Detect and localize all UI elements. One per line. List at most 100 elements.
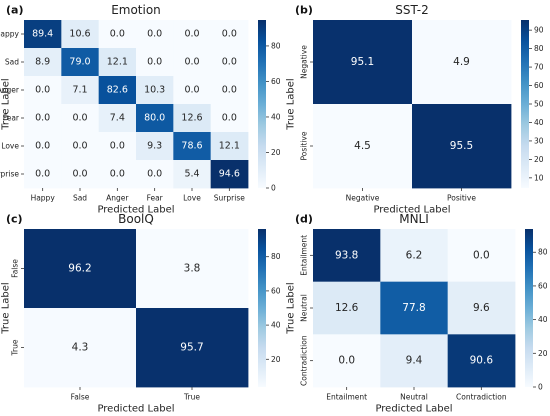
x-tick-label: Entailment [326, 393, 367, 402]
panel-1: (b) SST-2 95.1 4.9 4.5 95.5 Negative Positive Ne… [286, 3, 544, 216]
heatmap-cell [61, 76, 100, 105]
heatmap-cell [412, 104, 512, 189]
panel-0: (a) Emotion 89.4 10.6 0.0 0.0 0.0 0.0 8.9 79.0 12.… [0, 3, 281, 216]
cell-value-label: 0.0 [35, 169, 50, 180]
panel-label: (d) [295, 213, 313, 226]
x-tick-label: Contradiction [456, 393, 507, 402]
panel-title: MNLI [399, 212, 429, 226]
panel-title: SST-2 [395, 3, 428, 17]
y-tick-label: Happy [0, 30, 20, 39]
heatmap-cell [98, 76, 137, 105]
heatmap-cell [380, 281, 449, 335]
cell-value-label: 95.5 [450, 140, 473, 152]
x-tick-label: Love [183, 194, 201, 203]
x-axis-label: Predicted Label [97, 205, 174, 216]
cell-value-label: 0.0 [147, 57, 162, 68]
x-tick-label: Fear [147, 194, 164, 203]
heatmap-cell [136, 132, 174, 161]
colorbar-tick-label: 80 [534, 44, 544, 53]
heatmap-cell [136, 308, 249, 388]
heatmap-cell [447, 281, 516, 335]
x-tick-label: Surprise [214, 194, 245, 203]
cell-value-label: 0.0 [72, 141, 87, 152]
cell-value-label: 79.0 [69, 57, 90, 68]
y-tick-label: Surprise [0, 170, 19, 179]
cell-value-label: 7.1 [72, 85, 87, 96]
cell-value-label: 0.0 [72, 113, 87, 124]
cell-value-label: 95.1 [351, 56, 374, 68]
heatmap-cell [380, 334, 449, 388]
x-tick-label: Positive [447, 194, 476, 203]
colorbar-tick-label: 40 [534, 118, 544, 127]
x-tick-label: True [183, 393, 200, 402]
y-tick-label: True [11, 339, 20, 356]
x-axis-label: Predicted Label [97, 404, 174, 415]
x-tick-label: Negative [346, 194, 380, 203]
colorbar-tick-label: 60 [271, 77, 281, 86]
heatmap-cell [136, 76, 174, 105]
heatmap-cell [173, 104, 212, 133]
y-tick-label: Contradiction [300, 335, 309, 386]
colorbar-tick-label: 10 [534, 173, 544, 182]
cell-value-label: 12.6 [181, 113, 202, 124]
panel-title: Emotion [111, 3, 161, 17]
cell-value-label: 7.4 [110, 113, 125, 124]
x-tick-label: Happy [31, 194, 56, 203]
cell-value-label: 80.0 [144, 113, 165, 124]
colorbar-tick-label: 60 [271, 286, 281, 295]
y-tick-label: Anger [0, 86, 20, 95]
y-tick-label: Neutral [300, 294, 309, 322]
cell-value-label: 9.4 [406, 355, 423, 367]
heatmap-cell [210, 76, 249, 105]
heatmap-cell [136, 48, 174, 77]
colorbar-tick-label: 20 [534, 155, 544, 164]
heatmap-cell [313, 229, 381, 283]
colorbar-tick-label: 90 [534, 26, 544, 35]
colorbar-tick-label: 40 [271, 321, 281, 330]
x-tick-label: False [71, 393, 90, 402]
heatmap-cell [447, 229, 516, 283]
cell-value-label: 6.2 [406, 249, 423, 261]
heatmap-cell [313, 104, 413, 189]
heatmap-cell [136, 160, 174, 189]
colorbar-tick-label: 40 [538, 315, 548, 324]
x-axis-label: Predicted Label [373, 205, 450, 216]
heatmap-cell [173, 160, 212, 189]
heatmap-cell [61, 48, 100, 77]
y-tick-label: Love [1, 142, 19, 151]
heatmap-cell [98, 104, 137, 133]
colorbar [258, 229, 266, 387]
cell-value-label: 4.3 [72, 342, 89, 354]
cell-value-label: 93.8 [335, 249, 358, 261]
cell-value-label: 12.6 [335, 302, 359, 314]
colorbar-tick-label: 80 [271, 252, 281, 261]
colorbar [258, 20, 266, 188]
colorbar-tick-label: 70 [534, 63, 544, 72]
cell-value-label: 95.7 [180, 342, 203, 354]
colorbar-tick-label: 80 [538, 248, 548, 257]
heatmap-cell [210, 160, 249, 189]
colorbar-tick-label: 40 [271, 112, 281, 121]
cell-value-label: 12.1 [219, 141, 240, 152]
cell-value-label: 4.9 [453, 56, 470, 68]
heatmap-cell [98, 20, 137, 49]
heatmap-cell [210, 104, 249, 133]
cell-value-label: 0.0 [222, 29, 237, 40]
heatmap-cell [61, 132, 100, 161]
cell-value-label: 0.0 [110, 141, 125, 152]
cell-value-label: 3.8 [184, 263, 201, 275]
colorbar-tick-label: 20 [538, 349, 548, 358]
colorbar-tick-label: 20 [271, 355, 281, 364]
heatmap-cell [210, 48, 249, 77]
cell-value-label: 10.3 [144, 85, 165, 96]
y-axis-label: True Label [1, 282, 12, 334]
cell-value-label: 0.0 [222, 57, 237, 68]
colorbar [521, 20, 529, 188]
cell-value-label: 0.0 [184, 57, 199, 68]
cell-value-label: 0.0 [184, 29, 199, 40]
colorbar-tick-label: 0 [538, 383, 543, 392]
y-tick-label: False [11, 259, 20, 278]
colorbar-tick-label: 20 [271, 148, 281, 157]
cell-value-label: 82.6 [107, 85, 128, 96]
